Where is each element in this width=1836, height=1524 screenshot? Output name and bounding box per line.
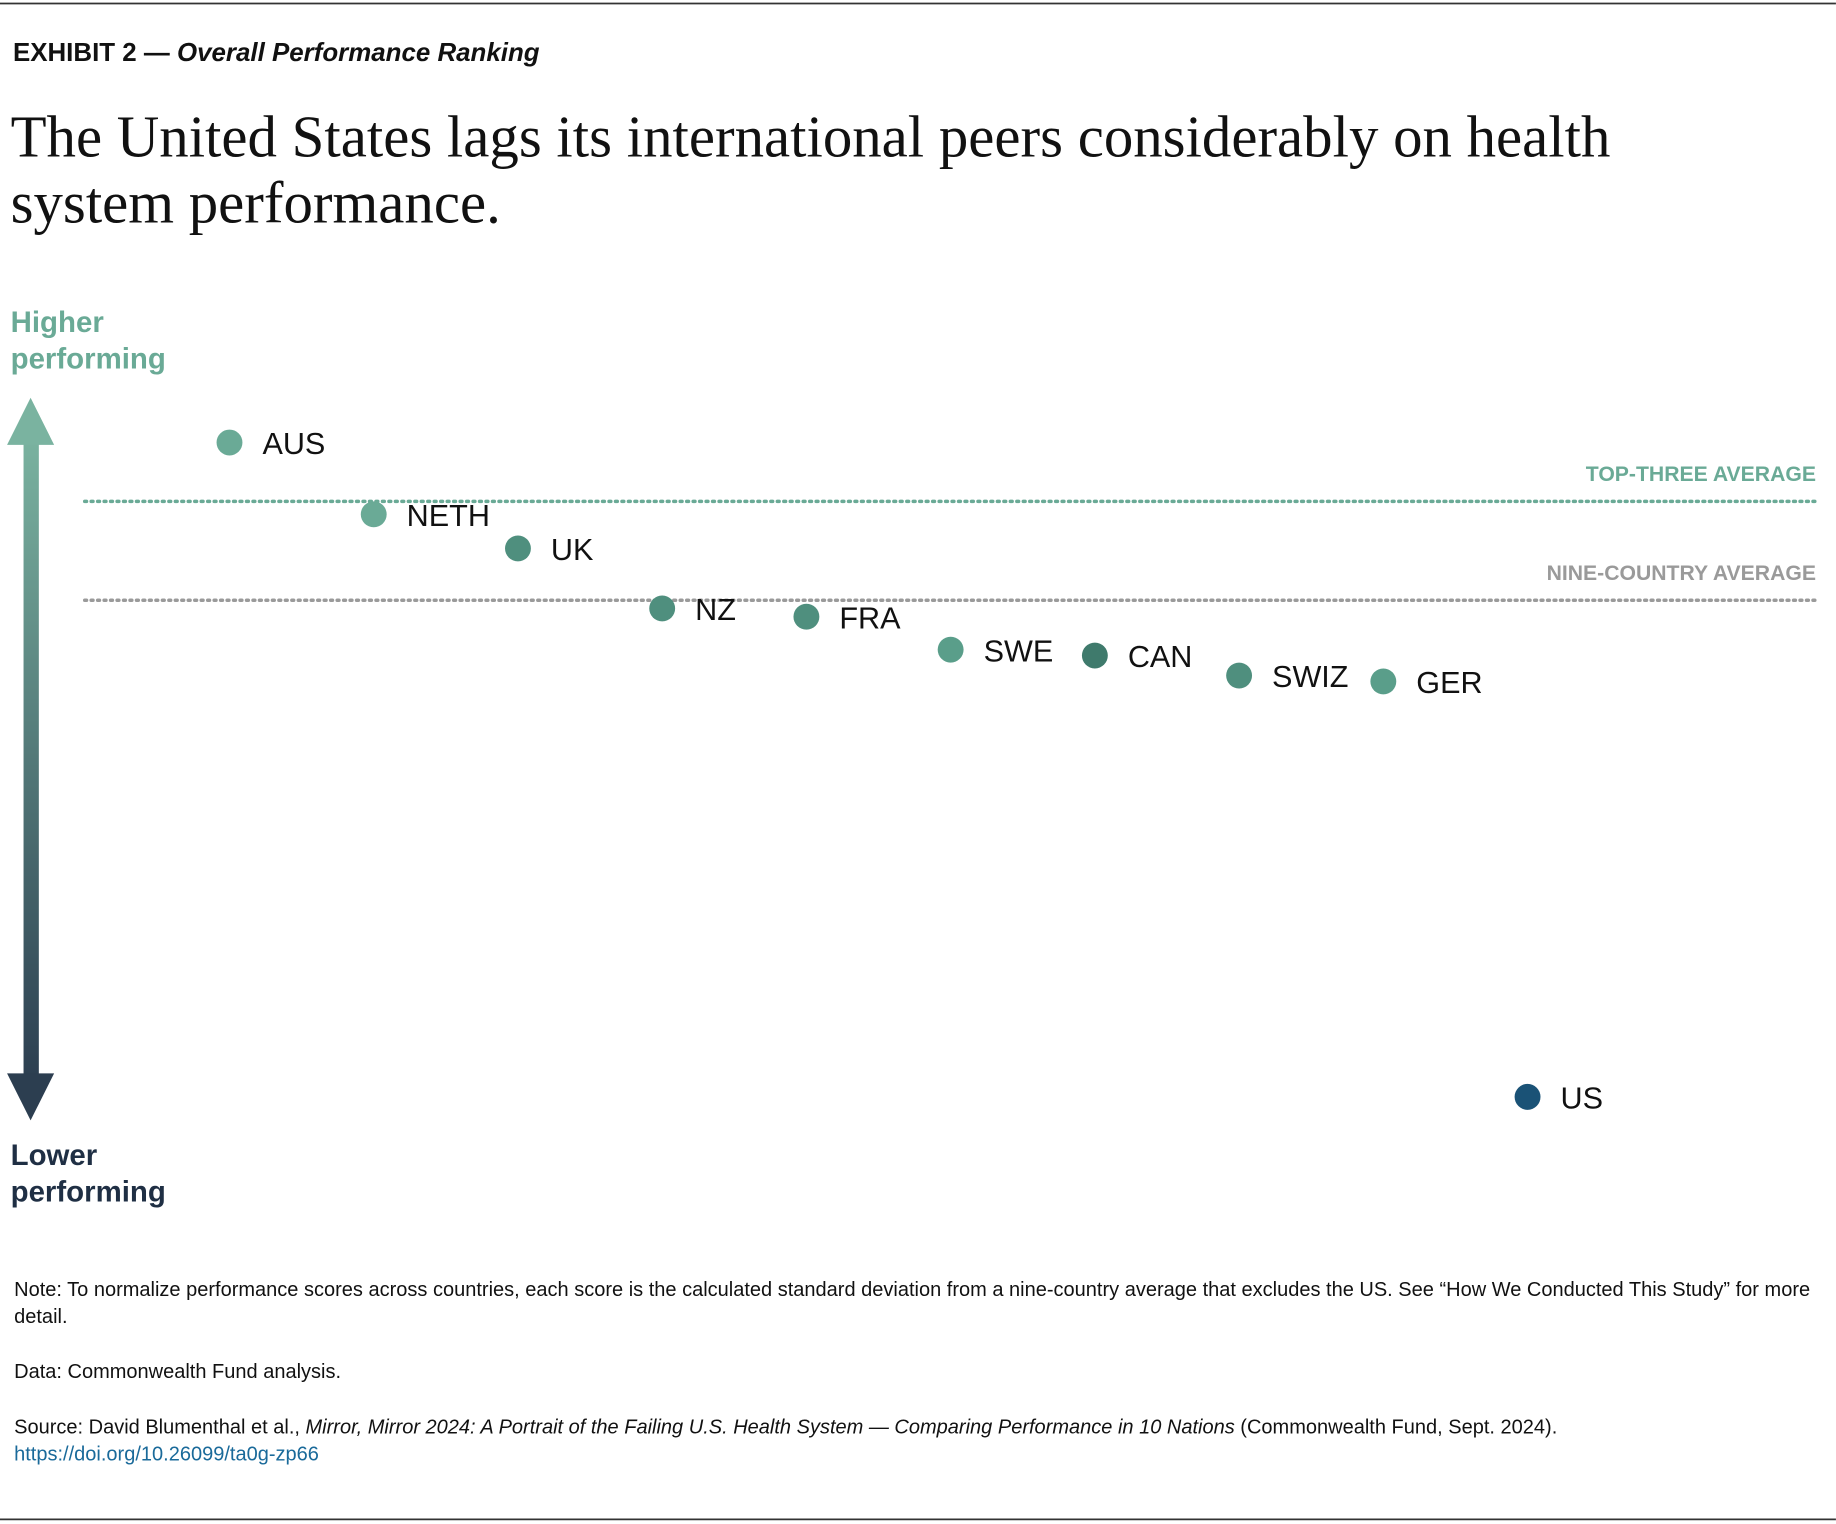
exhibit-number: EXHIBIT 2 — [12,37,170,68]
dot [937,636,964,663]
dot [360,501,387,528]
reference-label: NINE-COUNTRY AVERAGE [1547,562,1816,585]
axis-label-top: Higher performing [10,305,166,376]
dot-label: SWE [984,634,1054,668]
source-prefix: Source: David Blumenthal et al., [14,1415,300,1439]
headline: The United States lags its international… [10,103,1611,236]
dot [216,429,243,456]
axis-arrow-shaft [23,435,39,1083]
footer: Note: To normalize performance scores ac… [14,1276,1815,1496]
note: Note: To normalize performance scores ac… [14,1278,1811,1328]
doi-link[interactable]: https://doi.org/10.26099/ta0g-zp66 [14,1442,319,1466]
dot [793,603,820,630]
source: Source: David Blumenthal et al., Mirror,… [14,1413,1815,1467]
axis-arrow-up [7,397,55,445]
dot [649,595,676,622]
dot-label: NZ [695,593,736,627]
dot [1370,668,1397,695]
dot [505,535,531,562]
dot [1081,642,1108,669]
axis-arrow-down [7,1073,55,1121]
source-suffix: (Commonwealth Fund, Sept. 2024). [1240,1415,1558,1439]
reference-label: TOP-THREE AVERAGE [1586,463,1816,486]
exhibit-title: Overall Performance Ranking [176,37,540,68]
dot-label: CAN [1128,640,1193,674]
dot-label: US [1561,1081,1603,1115]
dot-label: FRA [839,601,901,635]
dot-label: AUS [262,427,325,461]
exhibit-label: EXHIBIT 2 — Overall Performance Ranking [13,38,540,69]
dot-label: GER [1416,666,1482,700]
dot-label: UK [551,533,594,567]
axis-label-bottom: Lower performing [10,1139,166,1209]
data-note: Data: Commonwealth Fund analysis. [14,1360,342,1383]
dot [1226,662,1253,689]
dot-label: NETH [407,499,490,533]
source-title: Mirror, Mirror 2024: A Portrait of the F… [305,1415,1235,1439]
dot-label: SWIZ [1272,660,1348,694]
dot [1514,1083,1541,1110]
